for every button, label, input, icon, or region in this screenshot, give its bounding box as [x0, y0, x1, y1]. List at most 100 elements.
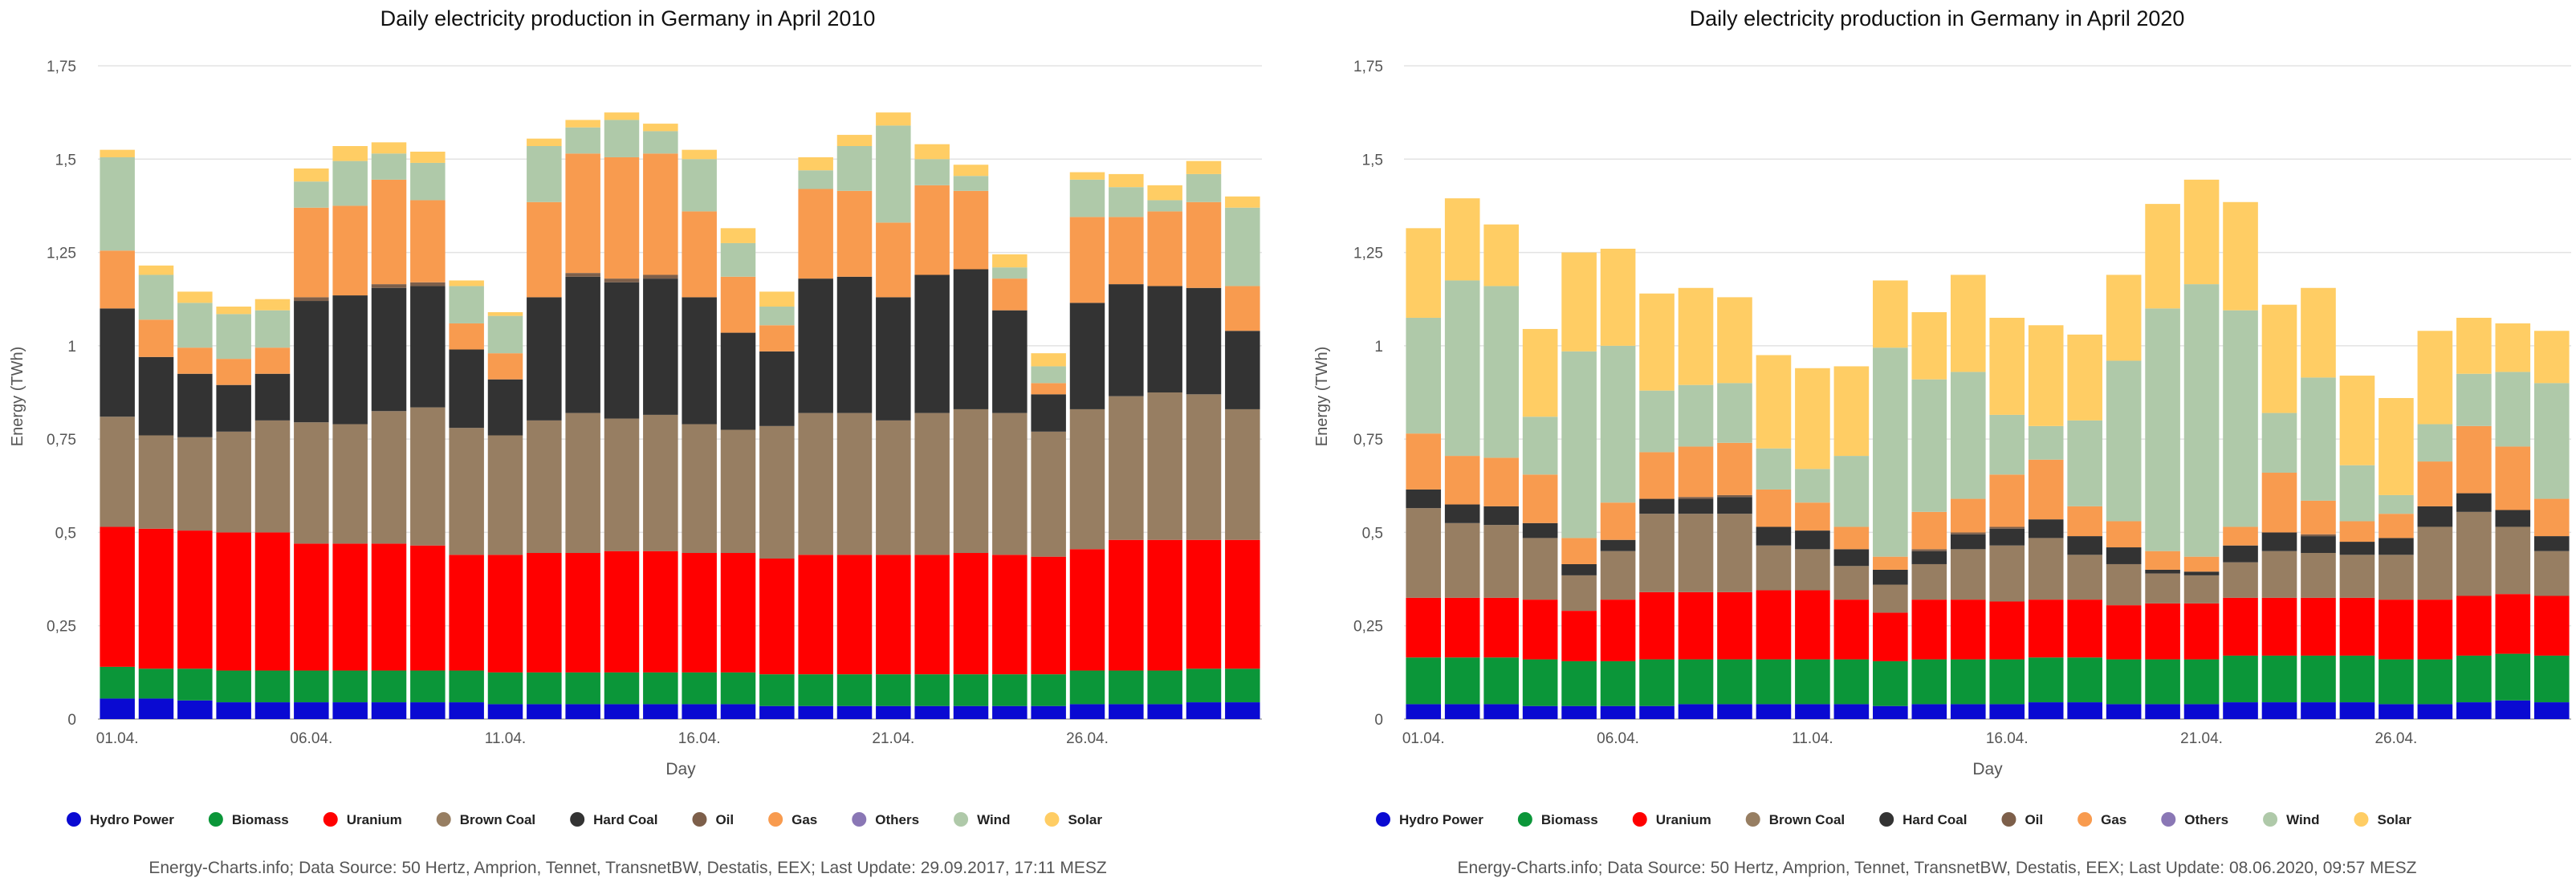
bar-segment-hydro-power[interactable] [1444, 704, 1480, 719]
legend[interactable]: Hydro Power Biomass Uranium Brown Coal Hard … [67, 812, 1102, 827]
bar-stack-day-25[interactable] [2339, 376, 2375, 719]
bar-segment-hard-coal[interactable] [1911, 551, 1947, 564]
legend-item-uranium[interactable]: Uranium [323, 812, 402, 827]
bar-segment-wind[interactable] [527, 146, 562, 202]
bar-segment-hydro-power[interactable] [1561, 705, 1597, 719]
bar-segment-hydro-power[interactable] [720, 704, 756, 719]
bar-segment-solar[interactable] [2067, 334, 2102, 421]
bar-segment-gas[interactable] [1561, 538, 1597, 564]
bar-segment-hydro-power[interactable] [1600, 705, 1636, 719]
bar-segment-wind[interactable] [2301, 377, 2336, 501]
legend-item-wind[interactable]: Wind [954, 812, 1010, 827]
bar-segment-solar[interactable] [410, 151, 446, 163]
legend-item-oil[interactable]: Oil [692, 812, 734, 827]
bar-segment-brown-coal[interactable] [1639, 514, 1675, 592]
bar-segment-brown-coal[interactable] [2106, 563, 2142, 606]
bar-segment-biomass[interactable] [836, 674, 873, 706]
bar-segment-wind[interactable] [992, 267, 1028, 279]
bar-segment-biomass[interactable] [1678, 659, 1714, 705]
bar-segment-hydro-power[interactable] [138, 698, 174, 719]
bar-segment-hard-coal[interactable] [1147, 286, 1182, 392]
bar-segment-wind[interactable] [2028, 425, 2064, 460]
bar-segment-brown-coal[interactable] [1483, 525, 1519, 598]
bar-segment-solar[interactable] [2456, 317, 2492, 374]
bar-segment-hard-coal[interactable] [836, 276, 873, 413]
bar-segment-gas[interactable] [177, 347, 213, 374]
bar-segment-hydro-power[interactable] [2145, 704, 2180, 719]
bar-segment-uranium[interactable] [1873, 612, 1908, 661]
bar-segment-brown-coal[interactable] [1911, 563, 1947, 600]
bar-segment-brown-coal[interactable] [798, 412, 833, 555]
bar-segment-hydro-power[interactable] [1186, 702, 1222, 719]
bar-segment-hard-coal[interactable] [2495, 510, 2531, 527]
bar-segment-hydro-power[interactable] [2106, 704, 2142, 719]
bar-segment-gas[interactable] [2417, 461, 2453, 506]
bar-segment-solar[interactable] [876, 112, 911, 126]
bar-segment-hydro-power[interactable] [2456, 702, 2492, 719]
bar-segment-hydro-power[interactable] [836, 705, 873, 719]
bar-segment-uranium[interactable] [759, 558, 795, 675]
bar-segment-biomass[interactable] [2028, 657, 2064, 703]
bar-segment-uranium[interactable] [1795, 590, 1830, 660]
bar-segment-uranium[interactable] [1989, 601, 2025, 660]
bar-segment-brown-coal[interactable] [1186, 394, 1222, 540]
bar-segment-hydro-power[interactable] [1950, 704, 1986, 719]
bar-segment-oil[interactable] [1717, 494, 1752, 498]
bar-segment-biomass[interactable] [2106, 659, 2142, 705]
bar-segment-hard-coal[interactable] [1833, 549, 1870, 567]
bar-segment-solar[interactable] [1639, 293, 1675, 391]
bar-segment-biomass[interactable] [2339, 655, 2375, 703]
bar-segment-uranium[interactable] [720, 553, 756, 673]
bar-stack-day-5[interactable] [254, 299, 291, 719]
bar-segment-hard-coal[interactable] [1225, 331, 1260, 409]
bar-segment-gas[interactable] [1950, 498, 1986, 533]
bar-segment-wind[interactable] [2417, 424, 2453, 462]
bar-segment-brown-coal[interactable] [1756, 545, 1792, 591]
bar-segment-gas[interactable] [720, 276, 756, 333]
bar-segment-hard-coal[interactable] [2223, 545, 2258, 563]
bar-segment-solar[interactable] [992, 254, 1028, 268]
bar-stack-day-27[interactable] [2417, 331, 2453, 719]
bar-stack-day-7[interactable] [1639, 293, 1675, 719]
bar-segment-hydro-power[interactable] [1756, 704, 1792, 719]
bar-stack-day-26[interactable] [2379, 397, 2414, 719]
bar-segment-biomass[interactable] [2261, 655, 2297, 703]
bar-segment-uranium[interactable] [177, 530, 213, 669]
bar-segment-biomass[interactable] [1483, 657, 1519, 705]
bar-segment-hydro-power[interactable] [371, 702, 407, 719]
bar-segment-brown-coal[interactable] [1225, 408, 1260, 540]
bar-segment-wind[interactable] [1678, 384, 1714, 447]
bar-segment-uranium[interactable] [2261, 597, 2297, 656]
bar-segment-biomass[interactable] [565, 672, 600, 705]
bar-segment-wind[interactable] [1522, 417, 1558, 475]
bar-segment-uranium[interactable] [1069, 549, 1105, 671]
bar-segment-brown-coal[interactable] [1561, 575, 1597, 612]
bar-segment-brown-coal[interactable] [565, 412, 600, 554]
bar-segment-biomass[interactable] [1911, 659, 1947, 705]
bar-stack-day-22[interactable] [914, 144, 950, 719]
bar-segment-hard-coal[interactable] [1522, 522, 1558, 538]
bar-segment-uranium[interactable] [836, 555, 873, 675]
bar-segment-uranium[interactable] [565, 553, 600, 673]
bar-segment-hard-coal[interactable] [487, 379, 523, 436]
bar-segment-hard-coal[interactable] [914, 274, 950, 413]
bar-segment-hydro-power[interactable] [449, 702, 484, 719]
bar-segment-uranium[interactable] [1522, 599, 1558, 660]
bar-segment-biomass[interactable] [876, 674, 911, 706]
bar-segment-hydro-power[interactable] [2223, 702, 2258, 719]
bar-segment-hard-coal[interactable] [100, 308, 135, 417]
bar-segment-oil[interactable] [1911, 549, 1947, 551]
bar-segment-wind[interactable] [1406, 317, 1442, 434]
bar-segment-brown-coal[interactable] [953, 408, 989, 554]
bar-segment-hard-coal[interactable] [1678, 498, 1714, 514]
bar-segment-gas[interactable] [100, 250, 135, 309]
bar-segment-uranium[interactable] [410, 545, 446, 671]
bar-segment-uranium[interactable] [682, 553, 717, 673]
bar-segment-solar[interactable] [2417, 331, 2453, 425]
bar-segment-gas[interactable] [2301, 500, 2336, 534]
bar-segment-gas[interactable] [1639, 452, 1675, 499]
bar-segment-solar[interactable] [294, 168, 329, 182]
bar-segment-solar[interactable] [682, 149, 717, 160]
bar-segment-brown-coal[interactable] [1069, 408, 1105, 550]
bar-segment-hard-coal[interactable] [1186, 287, 1222, 395]
